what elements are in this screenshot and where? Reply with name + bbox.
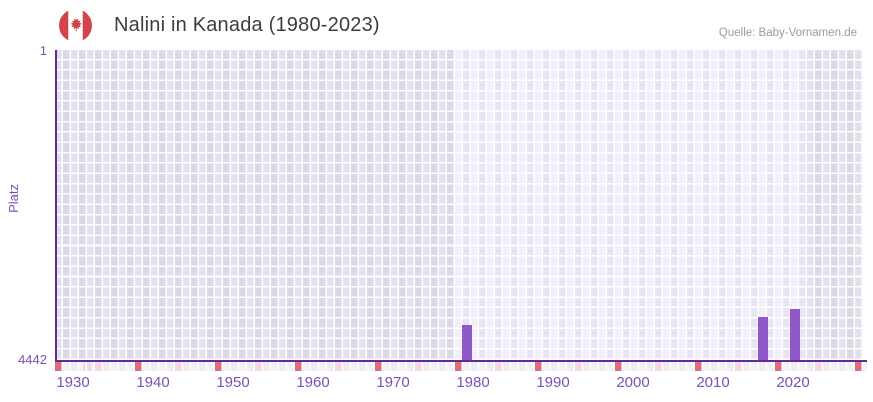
bar-2018[interactable]	[758, 317, 768, 360]
post-period-background	[807, 50, 863, 360]
x-tick-1940: 1940	[136, 374, 170, 391]
bar-2022[interactable]	[790, 309, 800, 360]
x-tick-1990: 1990	[536, 374, 570, 391]
y-tick-top: 1	[39, 43, 47, 58]
x-tick-2010: 2010	[696, 374, 730, 391]
x-tick-1960: 1960	[296, 374, 330, 391]
x-axis-line	[55, 360, 867, 362]
x-axis-labels: 1930 1940 1950 1960 1970 1980 1990 2000 2010 2020	[55, 374, 867, 394]
plot-area	[55, 50, 863, 360]
y-axis-title: Platz	[6, 184, 21, 213]
x-tick-1980: 1980	[456, 374, 490, 391]
canada-flag-icon	[59, 9, 92, 42]
source-credit: Quelle: Baby-Vornamen.de	[718, 27, 857, 39]
x-tick-2000: 2000	[616, 374, 650, 391]
pre-period-background	[55, 50, 455, 360]
x-tick-1950: 1950	[216, 374, 250, 391]
x-tick-1930: 1930	[56, 374, 90, 391]
x-tick-1970: 1970	[376, 374, 410, 391]
x-tick-2020: 2020	[776, 374, 810, 391]
year-marker-strip	[55, 362, 867, 371]
maple-leaf-icon	[70, 17, 82, 32]
data-period-background	[455, 50, 807, 360]
y-axis-line	[55, 50, 57, 362]
bar-1981[interactable]	[462, 325, 472, 360]
chart-title: Nalini in Kanada (1980-2023)	[114, 14, 380, 36]
y-tick-bottom: 4442	[18, 352, 47, 367]
